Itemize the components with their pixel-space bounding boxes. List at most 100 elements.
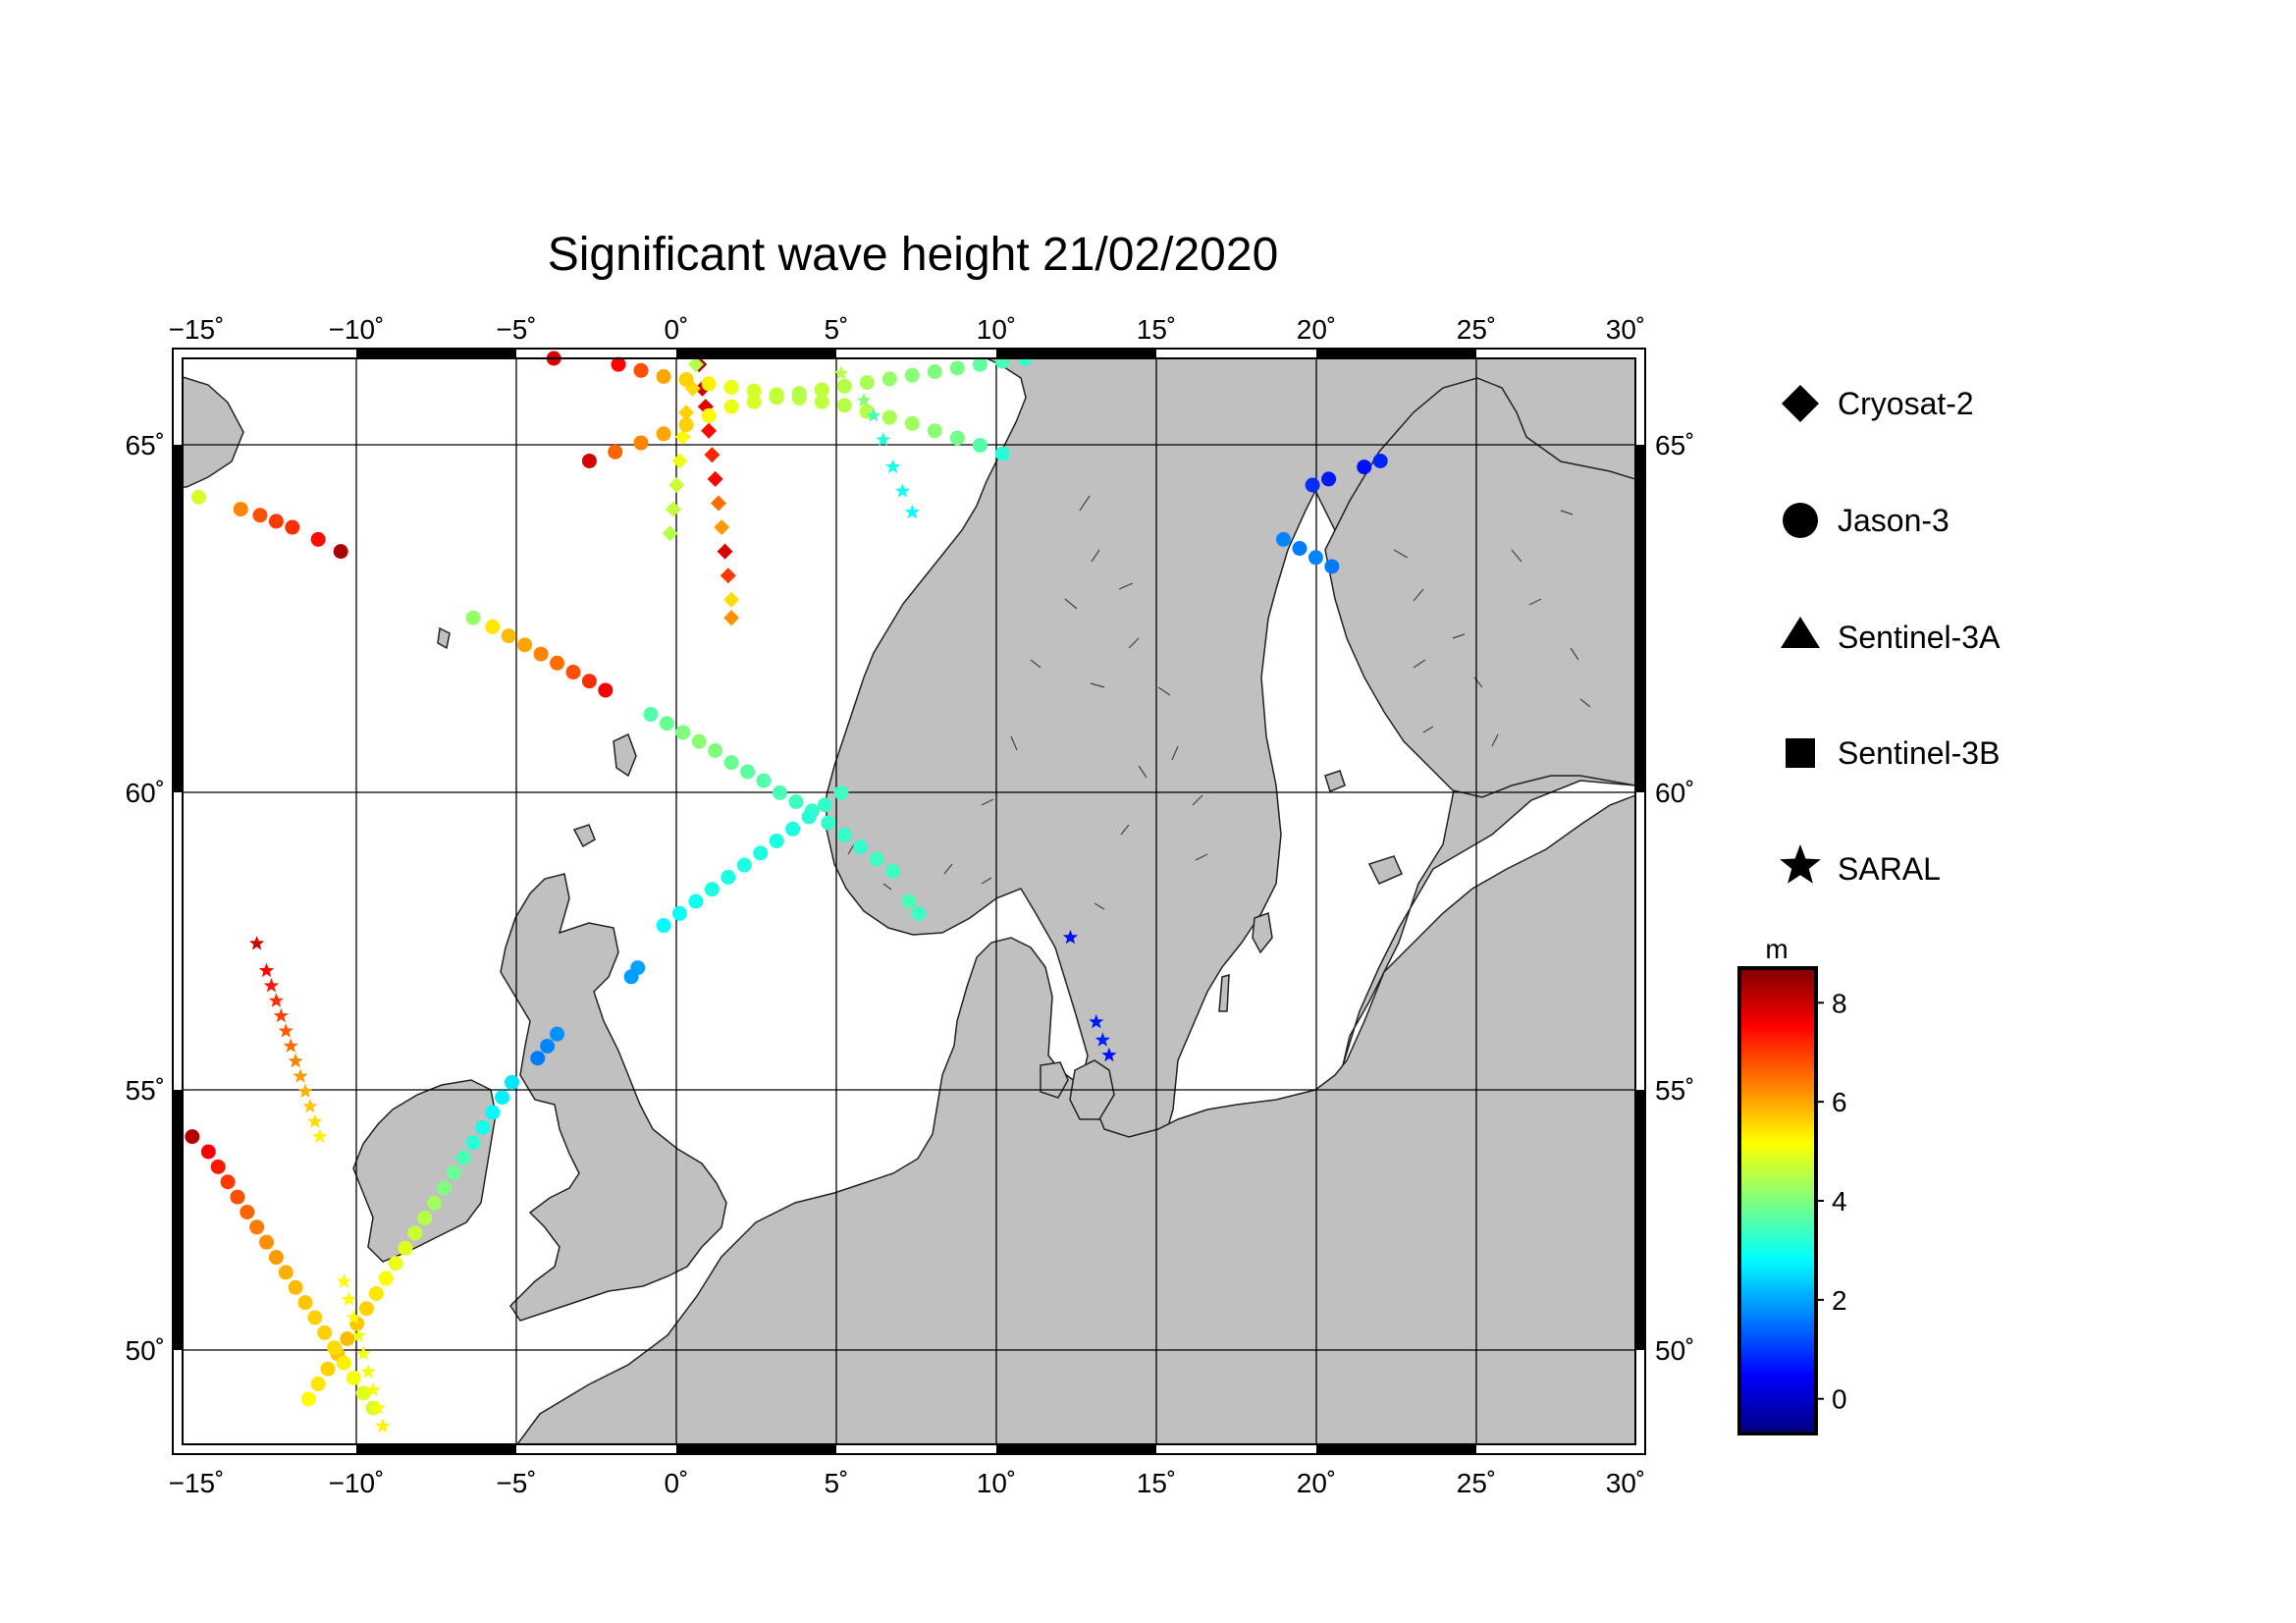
swh-marker-jason-3 (533, 646, 549, 662)
lon-label: 15˚ (1137, 314, 1176, 345)
lon-label: 5˚ (825, 1468, 849, 1498)
swh-marker-jason-3 (701, 407, 717, 423)
land-oland (1218, 973, 1230, 1012)
swh-marker-saral (360, 1364, 376, 1379)
swh-marker-jason-3 (268, 1250, 284, 1266)
swh-marker-jason-3 (297, 1295, 313, 1311)
swh-marker-saral (355, 1345, 371, 1361)
swh-marker-jason-3 (723, 379, 739, 395)
swh-marker-jason-3 (788, 794, 804, 810)
swh-marker-jason-3 (814, 394, 829, 409)
lon-label: −15˚ (169, 314, 225, 345)
land-aland (1324, 770, 1346, 792)
land-funen (1040, 1061, 1069, 1099)
swh-marker-saral (249, 936, 265, 950)
swh-marker-jason-3 (465, 610, 481, 625)
swh-marker-saral (302, 1098, 318, 1113)
swh-marker-cryosat-2 (662, 525, 678, 542)
colorbar-gradient (1737, 966, 1818, 1435)
swh-marker-jason-3 (259, 1234, 275, 1250)
swh-marker-cryosat-2 (678, 405, 695, 421)
legend-label: Jason-3 (1838, 503, 1949, 538)
map-title: Significant wave height 21/02/2020 (548, 229, 1279, 281)
swh-marker-jason-3 (901, 893, 917, 909)
colorbar-unit-label: m (1765, 934, 1788, 964)
swh-marker-jason-3 (504, 1074, 519, 1090)
map-panel: −15˚ −10˚ −5˚ 0˚ 5˚ 10˚ 15˚ 20˚ 25˚ 30˚ … (126, 314, 1695, 1498)
lon-label: 30˚ (1606, 1468, 1645, 1498)
swh-marker-jason-3 (355, 1385, 371, 1401)
swh-marker-jason-3 (252, 508, 268, 523)
swh-marker-jason-3 (688, 893, 704, 909)
swh-marker-jason-3 (911, 905, 927, 921)
swh-marker-jason-3 (346, 1370, 361, 1385)
swh-marker-jason-3 (769, 834, 784, 849)
swh-marker-jason-3 (333, 544, 348, 560)
swh-marker-jason-3 (233, 502, 248, 517)
swh-marker-jason-3 (904, 367, 920, 383)
swh-marker-jason-3 (701, 376, 717, 392)
lon-label: 10˚ (977, 1468, 1016, 1498)
swh-marker-saral (894, 483, 910, 498)
lon-label: −10˚ (329, 1468, 385, 1498)
swh-marker-jason-3 (398, 1240, 413, 1256)
swh-marker-saral (1101, 1047, 1117, 1062)
swh-marker-jason-3 (904, 415, 920, 431)
swh-marker-jason-3 (378, 1271, 394, 1286)
swh-marker-jason-3 (210, 1159, 226, 1174)
swh-marker-saral (856, 393, 872, 407)
swh-marker-jason-3 (633, 362, 649, 378)
swh-marker-saral (866, 407, 881, 422)
swh-marker-saral (833, 365, 849, 380)
land-orkney-shetland (572, 732, 637, 848)
swh-marker-jason-3 (368, 1285, 384, 1301)
swh-marker-jason-3 (881, 409, 897, 425)
swh-marker-jason-3 (475, 1119, 491, 1135)
swh-marker-jason-3 (1321, 471, 1337, 487)
lat-label: 50˚ (1655, 1335, 1694, 1366)
colorbar: m 0 2 4 6 8 (1737, 934, 1847, 1435)
swh-marker-jason-3 (723, 399, 739, 414)
swh-marker-jason-3 (240, 1204, 255, 1219)
swh-marker-jason-3 (540, 1038, 556, 1054)
swh-marker-saral (370, 1400, 386, 1415)
swh-marker-jason-3 (517, 637, 533, 653)
land-continental-europe (516, 794, 1635, 1444)
lon-label: −10˚ (329, 314, 385, 345)
swh-marker-jason-3 (230, 1189, 245, 1205)
swh-marker-jason-3 (185, 1129, 200, 1145)
swh-marker-jason-3 (785, 821, 801, 837)
swh-marker-jason-3 (249, 1219, 265, 1235)
swh-marker-cryosat-2 (723, 591, 740, 608)
swh-marker-jason-3 (190, 489, 206, 505)
swh-marker-jason-3 (1357, 460, 1372, 475)
swh-marker-jason-3 (317, 1325, 333, 1340)
swh-marker-jason-3 (704, 882, 720, 897)
swh-marker-cryosat-2 (710, 495, 726, 512)
swh-marker-jason-3 (427, 1195, 443, 1211)
swh-marker-jason-3 (495, 1090, 510, 1106)
swh-marker-jason-3 (455, 1150, 471, 1165)
lon-label: −15˚ (169, 1468, 225, 1498)
swh-marker-jason-3 (608, 444, 623, 460)
swh-marker-jason-3 (417, 1211, 433, 1226)
swh-marker-saral (297, 1083, 313, 1098)
swh-marker-jason-3 (994, 446, 1010, 461)
swh-marker-cryosat-2 (701, 422, 718, 439)
legend-label: Sentinel-3A (1838, 620, 2001, 655)
swh-marker-jason-3 (772, 784, 787, 800)
swh-marker-cryosat-2 (704, 447, 721, 463)
swh-marker-jason-3 (285, 519, 300, 535)
top-lon-labels: −15˚ −10˚ −5˚ 0˚ 5˚ 10˚ 15˚ 20˚ 25˚ 30˚ (169, 314, 1646, 345)
wave-height-markers (185, 351, 1388, 1433)
swh-marker-jason-3 (581, 453, 597, 468)
swh-marker-saral (1062, 929, 1079, 945)
swh-marker-jason-3 (1305, 477, 1320, 493)
swh-marker-saral (350, 1327, 366, 1342)
swh-marker-jason-3 (671, 905, 687, 921)
land-great-britain (500, 873, 727, 1322)
colorbar-tick-label: 0 (1832, 1384, 1847, 1415)
swh-marker-jason-3 (740, 764, 756, 780)
swh-marker-saral (288, 1053, 303, 1068)
